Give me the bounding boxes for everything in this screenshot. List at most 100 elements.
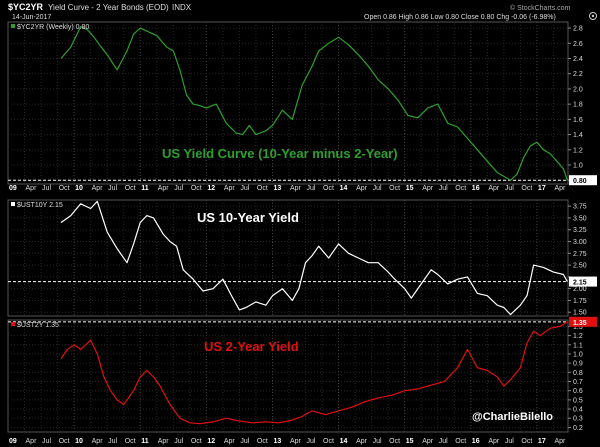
x-month-label-top: Jul (108, 185, 117, 192)
y-tick-label-2y: 0.5 (573, 397, 583, 404)
x-month-label-bottom: Jul (240, 438, 249, 445)
x-month-label-top: Apr (158, 185, 170, 192)
x-year-label-top: 12 (207, 185, 215, 192)
header-watermark: © StockCharts.com (510, 4, 571, 12)
x-month-label-top: Apr (92, 185, 104, 192)
legend-10y: $UST10Y 2.15 (17, 202, 63, 209)
x-year-label-bottom: 15 (406, 438, 414, 445)
x-month-label-bottom: Oct (521, 438, 532, 445)
y-tick-label-2y: 1.2 (573, 333, 583, 340)
x-month-label-bottom: Jul (108, 438, 117, 445)
x-month-label-top: Apr (26, 185, 38, 192)
y-tick-label-10y: 3.75 (573, 204, 587, 211)
y-tick-label-2y: 0.8 (573, 370, 583, 377)
x-month-label-bottom: Apr (92, 438, 104, 445)
legend-swatch-10y (11, 202, 15, 206)
y-tick-label-10y: 3.25 (573, 227, 587, 234)
x-month-label-top: Jul (42, 185, 51, 192)
legend-2y: $UST2Y 1.35 (17, 322, 59, 329)
x-year-label-top: 11 (141, 185, 149, 192)
x-year-label-top: 15 (406, 185, 414, 192)
y-tick-label-10y: 1.50 (573, 310, 587, 317)
series-line-10y (60, 200, 568, 316)
annotation-2y: US 2-Year Yield (204, 339, 299, 354)
panel-2y-yield: 0.2 0.3 0.4 0.5 0.6 0.7 0.8 0.9 1.0 1.1 1.2 1.31.35… (7, 316, 597, 433)
y-tick-label-2y: 0.3 (573, 416, 583, 423)
x-month-label-top: Oct (59, 185, 70, 192)
x-month-label-bottom: Oct (455, 438, 466, 445)
x-year-label-bottom: 12 (207, 438, 215, 445)
last-value-label-10y: 2.15 (573, 280, 587, 287)
y-tick-label-10y: 3.00 (573, 239, 587, 246)
y-tick-label-10y: 1.75 (573, 298, 587, 305)
x-year-label-top: 09 (9, 185, 17, 192)
y-tick-label-2y: 1.3 (573, 324, 583, 331)
last-value-label-yield-curve: 0.80 (573, 178, 587, 185)
y-tick-label-2y: 0.7 (573, 379, 583, 386)
x-month-label-top: Oct (323, 185, 334, 192)
x-month-label-top: Oct (521, 185, 532, 192)
x-year-label-bottom: 09 (9, 438, 17, 445)
last-value-box-2y (569, 316, 597, 327)
x-month-label-bottom: Jul (439, 438, 448, 445)
x-month-label-top: Oct (455, 185, 466, 192)
x-month-label-bottom: Jul (307, 438, 316, 445)
x-year-label-bottom: 13 (273, 438, 281, 445)
y-tick-label-yield-curve: 1.4 (573, 132, 583, 139)
x-year-label-top: 10 (75, 185, 83, 192)
panel-yield-curve: 1.0 1.2 1.4 1.6 1.8 2.0 2.2 2.4 2.6 2.8 0.80 $YC2YR… (7, 21, 597, 186)
x-year-label-top: 16 (472, 185, 480, 192)
panel-10y-yield: 1.50 1.75 2.00 2.50 2.75 3.00 3.25 3.50 3.75 2.15… (7, 199, 597, 317)
x-month-label-bottom: Oct (59, 438, 70, 445)
y-tick-label-yield-curve: 1.0 (573, 162, 583, 169)
x-month-label-top: Oct (191, 185, 202, 192)
y-tick-label-yield-curve: 2.2 (573, 71, 583, 78)
panel-frame-10y (7, 199, 569, 317)
settings-icon[interactable] (589, 12, 597, 20)
x-month-label-bottom: Apr (158, 438, 170, 445)
header-exchange: INDX (172, 3, 192, 12)
y-tick-label-yield-curve: 2.0 (573, 86, 583, 93)
x-month-label-bottom: Apr (554, 438, 566, 445)
x-month-label-bottom: Jul (505, 438, 514, 445)
x-month-label-bottom: Apr (224, 438, 236, 445)
x-month-label-top: Apr (488, 185, 500, 192)
x-year-label-bottom: 16 (472, 438, 480, 445)
x-month-label-bottom: Oct (257, 438, 268, 445)
legend-swatch-yield-curve (11, 24, 15, 28)
x-month-label-bottom: Apr (422, 438, 434, 445)
panel-frame-yield-curve (7, 21, 569, 185)
y-tick-label-2y: 1.0 (573, 351, 583, 358)
series-line-2y (60, 321, 568, 425)
y-tick-label-2y: 0.9 (573, 361, 583, 368)
y-tick-label-yield-curve: 2.4 (573, 56, 583, 63)
y-tick-label-10y: 2.75 (573, 251, 587, 258)
x-month-label-bottom: Jul (174, 438, 183, 445)
x-month-label-bottom: Apr (488, 438, 500, 445)
x-year-label-top: 13 (273, 185, 281, 192)
y-tick-label-yield-curve: 1.6 (573, 117, 583, 124)
y-tick-label-yield-curve: 1.8 (573, 102, 583, 109)
x-month-label-top: Jul (373, 185, 382, 192)
x-month-label-top: Jul (505, 185, 514, 192)
x-month-label-bottom: Oct (125, 438, 136, 445)
y-tick-label-2y: 0.2 (573, 425, 583, 432)
credit-label: @CharlieBilello (472, 411, 553, 423)
x-year-label-bottom: 17 (538, 438, 546, 445)
x-month-label-top: Oct (125, 185, 136, 192)
x-month-label-top: Jul (240, 185, 249, 192)
x-month-label-bottom: Apr (290, 438, 302, 445)
x-year-label-bottom: 11 (141, 438, 149, 445)
legend-yield-curve: $YC2YR (Weekly) 0.80 (17, 24, 89, 31)
annotation-yield-curve: US Yield Curve (10-Year minus 2-Year) (162, 146, 398, 161)
x-month-label-bottom: Jul (373, 438, 382, 445)
y-tick-label-10y: 3.50 (573, 215, 587, 222)
header-symbol: $YC2YR (8, 2, 44, 12)
series-line-yield-curve (60, 26, 568, 181)
x-month-label-top: Oct (257, 185, 268, 192)
x-month-label-bottom: Oct (323, 438, 334, 445)
y-tick-label-2y: 0.4 (573, 407, 583, 414)
header-date: 14-Jun-2017 (12, 14, 51, 21)
annotation-10y: US 10-Year Yield (197, 210, 299, 225)
